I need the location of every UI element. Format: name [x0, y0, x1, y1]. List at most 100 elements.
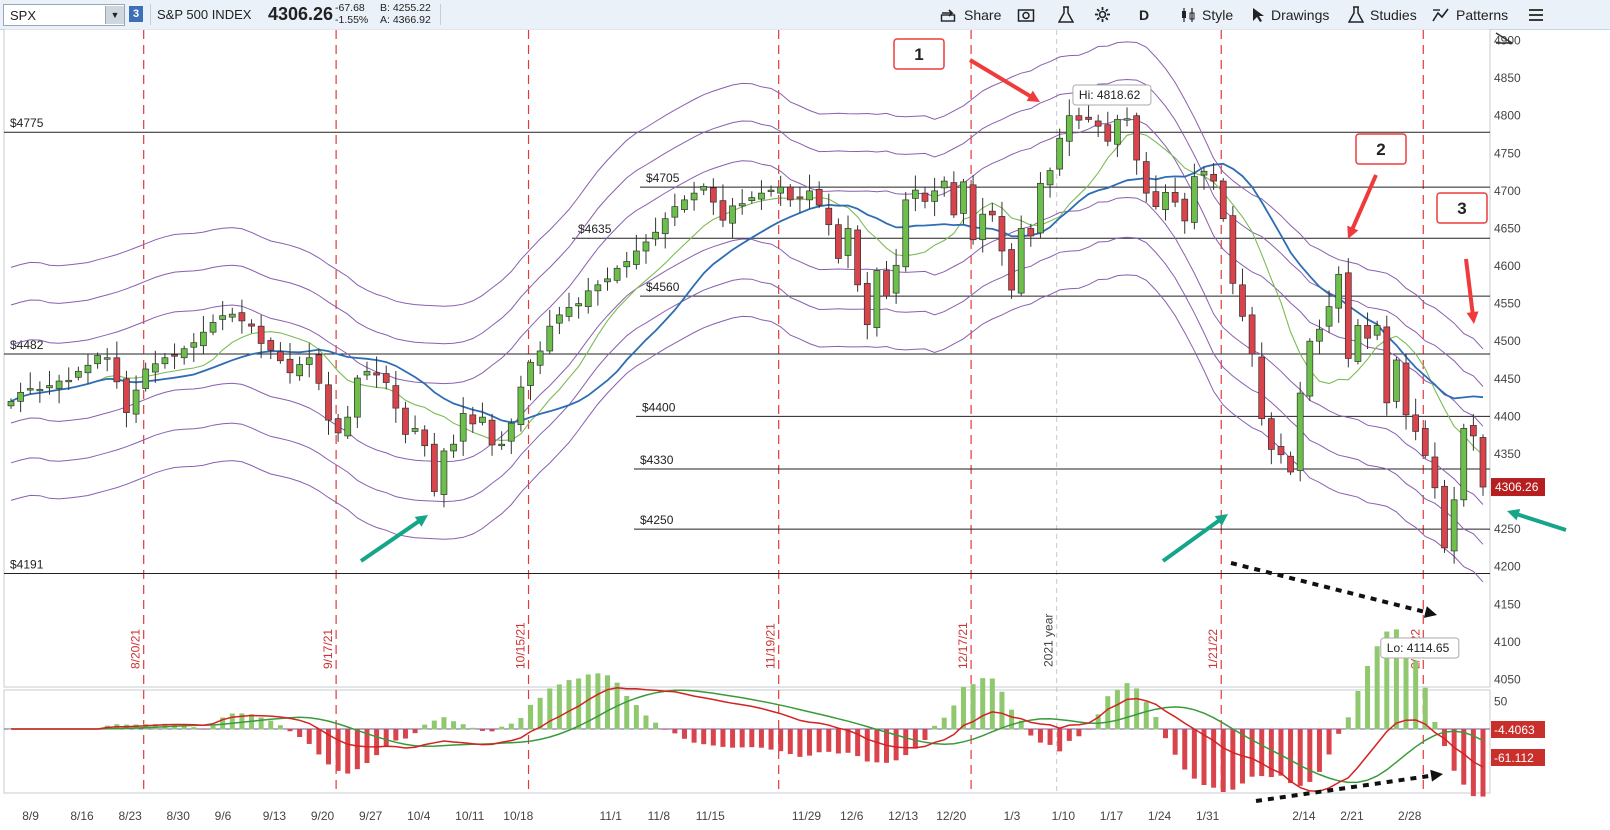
candle: [584, 277, 592, 314]
macd-histogram-bar: [1278, 729, 1284, 776]
candle-body: [46, 385, 53, 389]
candle-body: [238, 312, 246, 322]
candle: [325, 371, 332, 435]
x-tick-label: 1/31: [1196, 809, 1220, 823]
candle: [402, 401, 409, 444]
candle-body: [940, 180, 948, 189]
candle: [190, 333, 198, 362]
teal-arrow: [1161, 516, 1224, 563]
candle: [1402, 353, 1410, 430]
toolbar-divider: [150, 4, 151, 25]
red-arrow-head: [1466, 311, 1479, 324]
macd-histogram-bar: [364, 729, 370, 764]
candle-body: [26, 388, 34, 391]
candle: [1229, 206, 1237, 295]
macd-histogram-bar: [1288, 729, 1294, 784]
envelope-band-line: [10, 236, 1484, 545]
annotation-box: 2: [1355, 133, 1407, 165]
candle-body: [1191, 176, 1198, 223]
candle-body: [488, 419, 496, 446]
style-button[interactable]: Style: [1180, 0, 1233, 29]
date-marker-label: 11/19/21: [764, 623, 778, 669]
candle: [536, 341, 544, 375]
macd-histogram-bar: [1028, 729, 1034, 736]
macd-histogram-bar: [624, 695, 630, 730]
candle: [1152, 175, 1160, 210]
candle-body: [402, 407, 409, 435]
link-group-badge[interactable]: 3: [129, 6, 143, 22]
candle: [863, 272, 871, 340]
candle: [642, 234, 650, 264]
x-tick-label: 2/14: [1292, 809, 1316, 823]
macd-histogram-bar: [1297, 729, 1303, 786]
price-chart[interactable]: 8/20/21 9/17/21 10/15/21 11/19/21 12/17/21 1/…: [0, 29, 1610, 830]
candle-body: [113, 357, 121, 383]
candle-body: [584, 290, 592, 307]
symbol-input[interactable]: SPX ▼: [3, 4, 125, 26]
candle-body: [267, 340, 275, 351]
candle: [36, 381, 44, 403]
candle: [277, 342, 284, 364]
candle-body: [55, 380, 63, 389]
drawings-button[interactable]: Drawings: [1251, 0, 1329, 29]
share-button[interactable]: Share: [940, 0, 1001, 29]
candle-body: [315, 354, 323, 384]
macd-histogram-bar: [306, 729, 312, 744]
candle: [1296, 381, 1304, 482]
instrument-name: S&P 500 INDEX: [157, 7, 252, 22]
macd-histogram-bar: [479, 729, 485, 731]
candle: [507, 418, 515, 454]
annotation-box-label: 1: [914, 45, 923, 64]
settings-button[interactable]: [1094, 0, 1111, 29]
candle-body: [767, 189, 775, 192]
candle-body: [507, 422, 515, 442]
level-label: $4775: [10, 116, 44, 130]
experiment-button[interactable]: [1058, 0, 1074, 29]
candle: [1123, 107, 1131, 127]
candle-body: [1133, 115, 1140, 161]
x-tick-label: 1/3: [1004, 809, 1021, 823]
candle: [1075, 107, 1083, 130]
macd-histogram-bar: [200, 729, 206, 730]
candle: [430, 432, 438, 497]
level-label: $4330: [640, 453, 674, 467]
candle: [113, 341, 121, 389]
candle: [248, 319, 255, 334]
macd-histogram-bar: [1259, 729, 1265, 777]
macd-histogram-bar: [710, 729, 716, 746]
candle-body: [1258, 356, 1266, 419]
long-ma-line: [10, 162, 1484, 424]
candle-body: [1364, 325, 1371, 339]
candle: [931, 177, 938, 217]
candle: [132, 375, 140, 423]
teal-arrow: [359, 517, 424, 563]
patterns-button[interactable]: Patterns: [1432, 0, 1508, 29]
macd-histogram-bar: [1249, 729, 1255, 777]
candle-body: [1104, 124, 1112, 142]
x-tick-label: 12/6: [840, 809, 864, 823]
candle-body: [180, 348, 188, 359]
symbol-value[interactable]: SPX: [10, 7, 37, 23]
candle: [411, 415, 419, 435]
period-button[interactable]: D: [1139, 0, 1149, 29]
bid-value: B: 4255.22: [380, 2, 431, 14]
candle-body: [671, 206, 679, 218]
candle-body: [1306, 340, 1314, 397]
candle-body: [1354, 325, 1362, 362]
candle: [305, 343, 313, 378]
studies-button[interactable]: Studies: [1348, 0, 1417, 29]
candle: [777, 175, 785, 206]
macd-histogram-bar: [1220, 729, 1226, 792]
snapshot-button[interactable]: [1017, 0, 1035, 29]
macd-histogram-bar: [633, 705, 639, 730]
candle: [1191, 163, 1198, 230]
macd-value-tag: [1491, 721, 1545, 738]
candle-body: [1450, 499, 1458, 552]
macd-histogram-bar: [499, 726, 505, 730]
candle: [103, 348, 111, 372]
menu-button[interactable]: [1528, 0, 1544, 29]
x-tick-label: 10/4: [407, 809, 431, 823]
candle-body: [1181, 198, 1189, 222]
symbol-dropdown-icon[interactable]: ▼: [105, 6, 124, 24]
candle-body: [498, 443, 506, 447]
